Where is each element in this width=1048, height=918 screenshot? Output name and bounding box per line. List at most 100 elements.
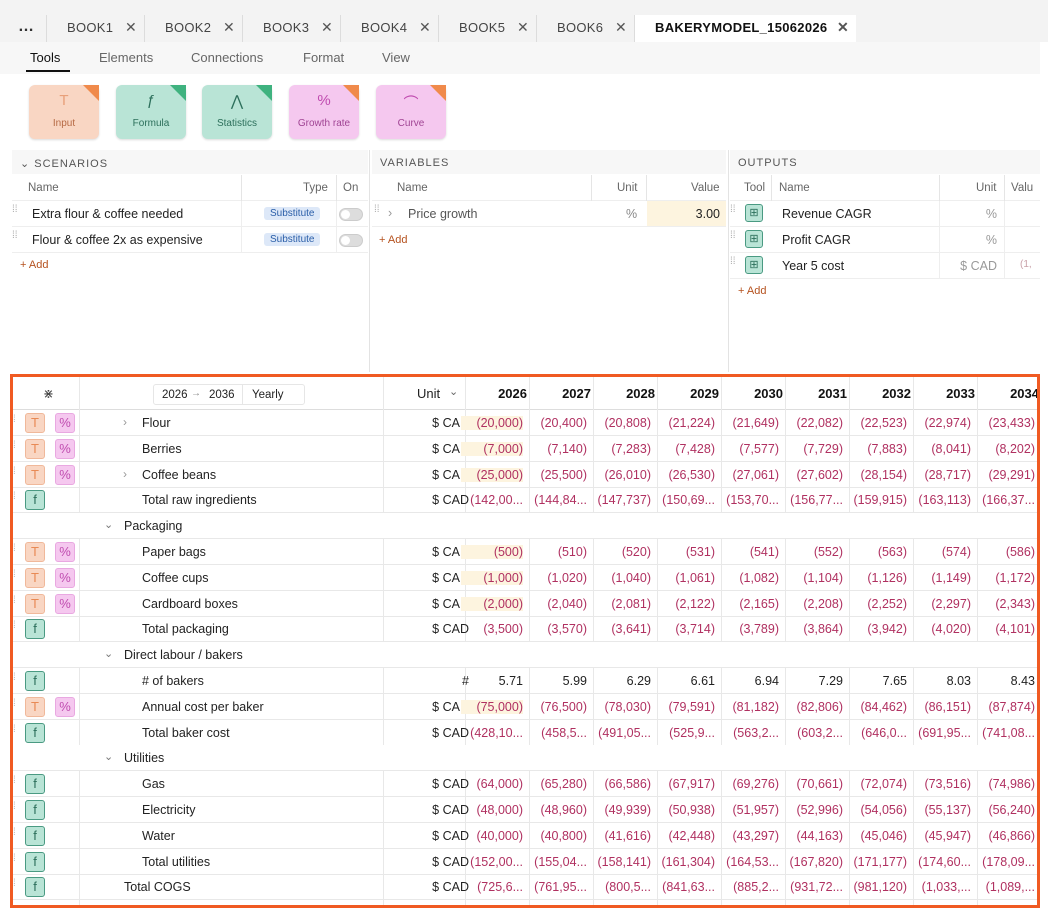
close-icon[interactable]: ✕ (223, 19, 236, 35)
value-cell[interactable]: (50,938) (668, 803, 715, 817)
value-cell[interactable]: (3,500) (483, 622, 523, 637)
value-cell[interactable]: (25,000) (461, 467, 523, 482)
value-cell[interactable]: (1,020) (547, 570, 587, 585)
value-cell[interactable]: (21,649) (732, 416, 779, 430)
value-cell[interactable]: (20,000) (461, 416, 523, 430)
collapse-chevron-icon[interactable]: ⌄ (104, 751, 114, 764)
value-cell[interactable]: (45,947) (924, 828, 971, 843)
percent-icon[interactable]: % (55, 438, 75, 459)
value-cell[interactable]: (761,95... (534, 880, 587, 895)
value-cell[interactable]: (691,95... (918, 725, 971, 740)
menu-tools[interactable]: Tools (30, 50, 61, 65)
menu-connections[interactable]: Connections (191, 50, 264, 65)
row-label[interactable]: Coffee beans (142, 467, 217, 482)
value-cell[interactable]: (574) (941, 545, 971, 559)
value-cell[interactable]: 6.61 (690, 674, 715, 688)
close-icon[interactable]: ✕ (837, 19, 850, 35)
value-cell[interactable]: (144,84... (534, 493, 587, 508)
drag-handle-icon[interactable]: ⁞ (13, 801, 16, 812)
percent-icon[interactable]: % (55, 413, 75, 433)
value-cell[interactable]: (841,63... (662, 880, 715, 895)
row-label[interactable]: Flour (142, 416, 171, 430)
drag-handle-icon[interactable]: ⁞ (13, 723, 16, 735)
value-cell[interactable]: (800,5... (605, 880, 651, 895)
table-row[interactable]: ⁞ f Total raw ingredients $ CAD (142,00... (1… (13, 487, 1037, 514)
function-icon[interactable]: f (25, 774, 45, 795)
value-cell[interactable]: 5.71 (498, 674, 523, 688)
value-cell[interactable]: (2,252) (867, 596, 907, 611)
output-name[interactable]: Profit CAGR (782, 233, 851, 247)
function-icon[interactable]: f (25, 825, 45, 846)
text-icon[interactable]: T (25, 696, 45, 717)
type-badge[interactable]: Substitute (264, 207, 321, 220)
close-icon[interactable]: ✕ (419, 19, 432, 35)
function-icon[interactable]: f (25, 671, 45, 691)
value-cell[interactable]: (4,101) (995, 622, 1035, 637)
value-cell[interactable]: (82,806) (796, 699, 843, 714)
function-icon[interactable]: f (25, 851, 45, 872)
table-row[interactable]: ⁞ T% Cardboard boxes $ CAD (2,000) (2,040) (2,… (13, 591, 1037, 617)
text-icon[interactable]: T (25, 438, 45, 459)
add-variable-button[interactable]: + Add (379, 234, 408, 246)
value-cell[interactable]: 5.99 (562, 674, 587, 688)
scenario-row[interactable]: ⁞⁞ Extra flour & coffee needed Substitute (12, 201, 368, 227)
value-cell[interactable]: (885,2... (733, 880, 779, 895)
table-row[interactable]: ⁞ T% › Coffee beans $ CAD (25,000) (25,500) (26… (13, 462, 1037, 488)
value-cell[interactable]: (2,122) (675, 596, 715, 611)
value-cell[interactable]: (603,2... (797, 725, 843, 740)
row-label[interactable]: Cardboard boxes (142, 596, 238, 611)
table-row[interactable]: ⁞ T% Paper bags $ CAD (500) (510) (520) (531) (5… (13, 539, 1037, 565)
value-cell[interactable]: (41,616) (604, 828, 651, 843)
value-cell[interactable]: (21,224) (668, 416, 715, 430)
drag-handle-icon[interactable]: ⁞ (13, 620, 16, 632)
tab-6[interactable]: BOOK6 ✕ (536, 15, 634, 42)
value-cell[interactable]: (65,280) (540, 777, 587, 792)
value-cell[interactable]: (66,586) (604, 777, 651, 792)
value-cell[interactable]: (81,182) (732, 699, 779, 714)
year-header[interactable]: 2034 (1010, 386, 1039, 401)
value-cell[interactable]: (3,789) (739, 622, 779, 637)
value-cell[interactable]: (147,737) (597, 493, 651, 508)
table-row[interactable]: ⁞ T% › Flour $ CAD (20,000) (20,400) (20,808) (2… (13, 410, 1037, 436)
value-cell[interactable]: (428,10... (470, 725, 523, 740)
drag-handle-icon[interactable]: ⁞ (13, 491, 16, 503)
expand-chevron-icon[interactable]: › (123, 466, 127, 481)
year-header[interactable]: 2026 (498, 386, 527, 401)
table-row[interactable]: ⁞ f Total COGS $ CAD (725,6... (761,95... (800… (13, 874, 1037, 901)
value-cell[interactable]: (725,6... (477, 880, 523, 895)
output-name[interactable]: Revenue CAGR (782, 207, 872, 221)
chevron-down-icon[interactable]: ⌄ (449, 386, 459, 398)
value-cell[interactable]: (28,717) (924, 467, 971, 482)
output-name[interactable]: Year 5 cost (782, 259, 845, 273)
value-cell[interactable]: (43,297) (732, 828, 779, 843)
value-cell[interactable]: (8,202) (995, 441, 1035, 456)
value-cell[interactable]: (164,53... (726, 854, 779, 869)
value-cell[interactable]: (150,69... (662, 493, 715, 508)
function-icon[interactable]: f (25, 722, 45, 743)
drag-handle-icon[interactable]: ⁞ (13, 697, 16, 709)
value-cell[interactable]: (44,163) (796, 828, 843, 843)
scenario-toggle[interactable] (339, 208, 363, 221)
value-cell[interactable]: (54,056) (860, 803, 907, 817)
value-cell[interactable]: (2,208) (803, 596, 843, 611)
value-cell[interactable]: (525,9... (669, 725, 715, 740)
value-cell[interactable]: (3,570) (547, 622, 587, 637)
drag-handle-icon[interactable]: ⁞ (13, 826, 16, 838)
text-icon[interactable]: T (25, 413, 45, 433)
input-tool[interactable]: T Input (29, 85, 99, 139)
value-cell[interactable]: (153,70... (726, 493, 779, 508)
value-cell[interactable]: (86,151) (924, 699, 971, 714)
value-cell[interactable]: (541) (749, 545, 779, 559)
percent-icon[interactable]: % (55, 464, 75, 485)
value-cell[interactable]: (152,00... (470, 854, 523, 869)
value-cell[interactable]: (22,974) (924, 416, 971, 430)
table-row[interactable]: ⁞ f Electricity $ CAD (48,000) (48,960) (49,93… (13, 797, 1037, 823)
menu-format[interactable]: Format (303, 50, 345, 65)
value-cell[interactable]: (491,05... (598, 725, 651, 740)
drag-handle-icon[interactable]: ⁞ (13, 775, 16, 787)
drag-handle-icon[interactable]: ⁞⁞ (730, 204, 736, 215)
value-cell[interactable]: (76,500) (540, 699, 587, 714)
value-cell[interactable]: (156,77... (790, 493, 843, 508)
tab-1[interactable]: BOOK1 ✕ (46, 15, 144, 42)
curve-tool[interactable]: ⌒ Curve (376, 85, 446, 139)
